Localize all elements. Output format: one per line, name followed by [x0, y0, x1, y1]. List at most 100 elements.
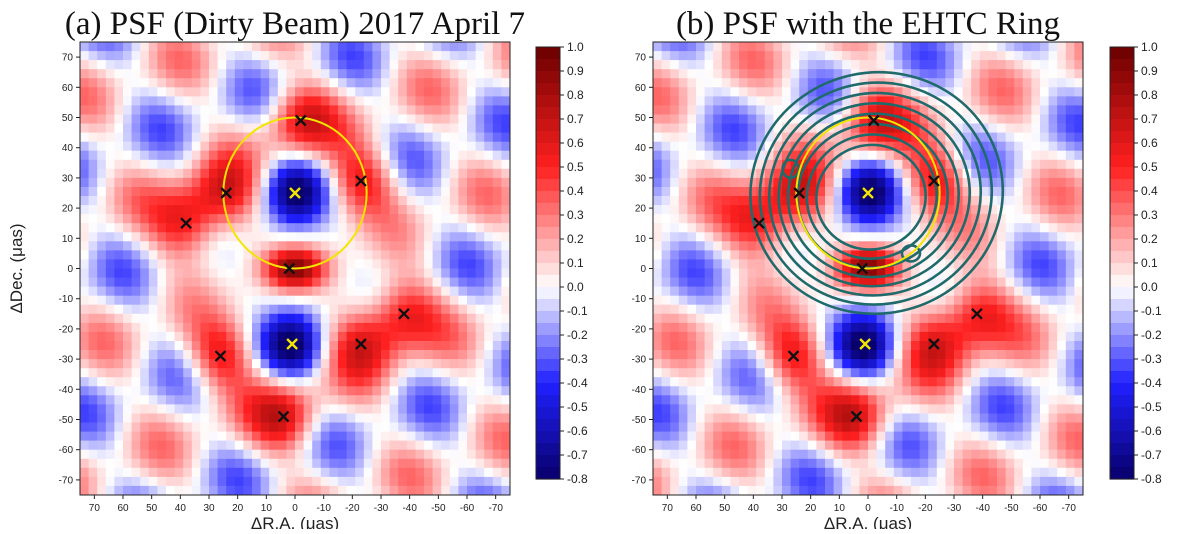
heatmap-cell: [920, 332, 929, 342]
heatmap-cell: [80, 459, 89, 469]
heatmap-cell: [902, 314, 911, 324]
heatmap-cell: [902, 187, 911, 197]
heatmap-cell: [338, 51, 347, 61]
heatmap-cell: [911, 368, 920, 378]
heatmap-cell: [739, 450, 748, 460]
heatmap-cell: [722, 305, 731, 315]
heatmap-cell: [937, 359, 946, 369]
heatmap-cell: [1057, 214, 1066, 224]
heatmap-cell: [372, 386, 381, 396]
heatmap-cell: [980, 414, 989, 424]
heatmap-cell: [450, 105, 459, 115]
heatmap-cell: [954, 341, 963, 351]
heatmap-cell: [424, 323, 433, 333]
heatmap-cell: [748, 368, 757, 378]
heatmap-cell: [209, 314, 218, 324]
heatmap-cell: [1031, 432, 1040, 442]
heatmap-cell: [894, 423, 903, 433]
heatmap-cell: [252, 341, 261, 351]
heatmap-cell: [243, 395, 252, 405]
heatmap-cell: [902, 196, 911, 206]
heatmap-cell: [338, 423, 347, 433]
heatmap-cell: [226, 87, 235, 97]
heatmap-cell: [1066, 169, 1075, 179]
heatmap-cell: [653, 359, 662, 369]
heatmap-cell: [730, 115, 739, 125]
heatmap-cell: [1031, 450, 1040, 460]
heatmap-cell: [458, 259, 467, 269]
heatmap-cell: [713, 196, 722, 206]
heatmap-cell: [1040, 432, 1049, 442]
heatmap-cell: [295, 404, 304, 414]
heatmap-cell: [140, 341, 149, 351]
heatmap-cell: [730, 423, 739, 433]
heatmap-cell: [304, 314, 313, 324]
heatmap-cell: [980, 278, 989, 288]
heatmap-cell: [183, 359, 192, 369]
heatmap-cell: [149, 223, 158, 233]
colorbar-segment: [536, 347, 560, 360]
heatmap-cell: [1006, 341, 1015, 351]
heatmap-cell: [670, 459, 679, 469]
heatmap-cell: [114, 404, 123, 414]
heatmap-cell: [458, 241, 467, 251]
heatmap-cell: [407, 223, 416, 233]
heatmap-cell: [1006, 78, 1015, 88]
heatmap-cell: [859, 350, 868, 360]
heatmap-cell: [791, 60, 800, 70]
heatmap-cell: [166, 214, 175, 224]
heatmap-cell: [114, 160, 123, 170]
heatmap-cell: [381, 341, 390, 351]
heatmap-cell: [200, 314, 209, 324]
heatmap-cell: [476, 223, 485, 233]
heatmap-cell: [218, 477, 227, 487]
heatmap-cell: [372, 459, 381, 469]
heatmap-cell: [653, 60, 662, 70]
heatmap-cell: [696, 133, 705, 143]
heatmap-cell: [89, 395, 98, 405]
heatmap-cell: [1006, 105, 1015, 115]
heatmap-cell: [911, 205, 920, 215]
heatmap-cell: [980, 105, 989, 115]
heatmap-cell: [679, 241, 688, 251]
heatmap-cell: [132, 87, 141, 97]
heatmap-cell: [501, 350, 510, 360]
heatmap-cell: [484, 187, 493, 197]
heatmap-cell: [252, 223, 261, 233]
heatmap-cell: [756, 386, 765, 396]
heatmap-cell: [722, 178, 731, 188]
heatmap-cell: [713, 124, 722, 134]
heatmap-cell: [722, 205, 731, 215]
heatmap-cell: [123, 205, 132, 215]
heatmap-cell: [705, 214, 714, 224]
heatmap-cell: [106, 78, 115, 88]
heatmap-cell: [226, 486, 235, 496]
heatmap-cell: [355, 350, 364, 360]
heatmap-cell: [1014, 414, 1023, 424]
heatmap-cell: [1014, 42, 1023, 52]
heatmap-cell: [1049, 124, 1058, 134]
heatmap-cell: [355, 69, 364, 79]
heatmap-cell: [687, 205, 696, 215]
heatmap-cell: [398, 187, 407, 197]
heatmap-cell: [372, 278, 381, 288]
heatmap-cell: [312, 142, 321, 152]
heatmap-cell: [1057, 69, 1066, 79]
heatmap-cell: [243, 115, 252, 125]
heatmap-cell: [226, 459, 235, 469]
heatmap-cell: [467, 69, 476, 79]
heatmap-cell: [808, 414, 817, 424]
heatmap-cell: [114, 223, 123, 233]
heatmap-cell: [450, 459, 459, 469]
heatmap-cell: [1040, 314, 1049, 324]
heatmap-cell: [175, 296, 184, 306]
heatmap-cell: [235, 359, 244, 369]
heatmap-cell: [954, 441, 963, 451]
heatmap-cell: [902, 459, 911, 469]
heatmap-cell: [1014, 169, 1023, 179]
heatmap-cell: [132, 169, 141, 179]
heatmap-cell: [209, 96, 218, 106]
heatmap-cell: [261, 250, 270, 260]
heatmap-cell: [937, 368, 946, 378]
heatmap-cell: [859, 450, 868, 460]
